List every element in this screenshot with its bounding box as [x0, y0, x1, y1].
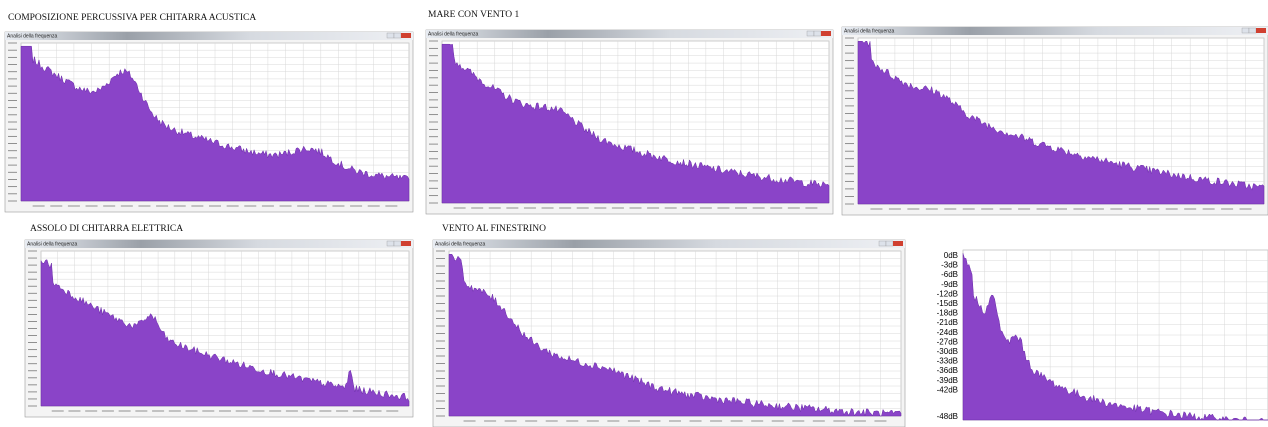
y-tick-label: -30dB [937, 347, 958, 356]
y-tick-label: -27dB [937, 337, 958, 346]
window-title: Analisi della frequenza [7, 34, 58, 40]
y-tick-label: -24dB [937, 328, 958, 337]
maximize-button [885, 240, 894, 247]
y-tick-label: -9dB [941, 280, 958, 289]
caption: COMPOSIZIONE PERCUSSIVA PER CHITARRA ACU… [8, 13, 256, 23]
window-title: Analisi della frequenza [428, 32, 479, 38]
caption: ASSOLO DI CHITARRA ELETTRICA [30, 224, 183, 234]
y-tick-label: -48dB [937, 412, 958, 421]
title-bar [5, 32, 413, 40]
title-bar [426, 30, 833, 38]
spectrum-area [20, 45, 410, 202]
close-button[interactable] [893, 241, 903, 246]
title-bar [25, 240, 413, 248]
caption: VENTO AL FINESTRINO [442, 224, 546, 234]
window-title: Analisi della frequenza [27, 242, 78, 248]
window-title: Analisi della frequenza [844, 29, 895, 35]
y-tick-label: -39dB [937, 376, 958, 385]
y-tick-label: -33dB [937, 357, 958, 366]
maximize-button [393, 240, 402, 247]
spectrum-area [857, 41, 1265, 205]
maximize-button [1248, 27, 1257, 34]
y-tick-label: -42dB [937, 385, 958, 394]
title-bar [842, 27, 1268, 35]
y-tick-label: -3dB [941, 261, 958, 270]
close-button[interactable] [821, 31, 831, 36]
y-tick-label: -21dB [937, 318, 958, 327]
minimize-button [1241, 27, 1250, 34]
y-tick-label: -15dB [937, 299, 958, 308]
minimize-button [386, 32, 395, 39]
minimize-button [806, 30, 815, 37]
minimize-button [878, 240, 887, 247]
y-tick-label: 0dB [944, 251, 958, 260]
maximize-button [813, 30, 822, 37]
y-tick-label: -36dB [937, 366, 958, 375]
minimize-button [386, 240, 395, 247]
maximize-button [393, 32, 402, 39]
close-button[interactable] [1256, 28, 1266, 33]
y-tick-label: -6dB [941, 270, 958, 279]
y-tick-label: -18dB [937, 309, 958, 318]
caption: MARE CON VENTO 1 [428, 10, 519, 20]
spectrum-area [962, 253, 1268, 421]
y-tick-label: -12dB [937, 289, 958, 298]
spectrum-area [448, 254, 902, 417]
spectrum-area [441, 43, 830, 204]
close-button[interactable] [401, 241, 411, 246]
window-title: Analisi della frequenza [435, 242, 486, 248]
close-button[interactable] [401, 33, 411, 38]
title-bar [433, 240, 905, 248]
spectrum-area [40, 259, 410, 407]
